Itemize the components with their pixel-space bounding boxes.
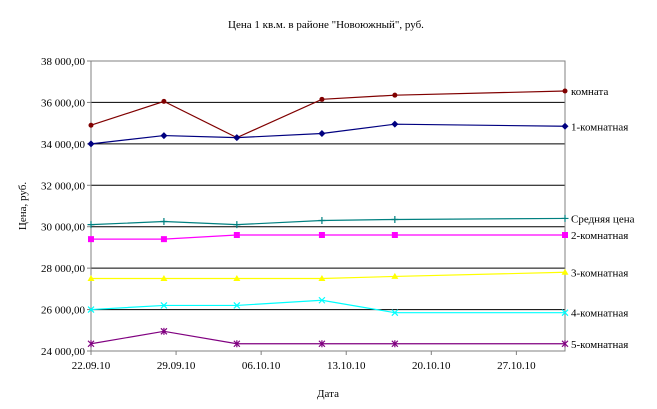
series-4	[88, 232, 568, 243]
series-line	[90, 217, 566, 226]
data-point	[233, 221, 241, 229]
data-point	[318, 232, 325, 238]
data-point	[161, 98, 167, 104]
data-point	[561, 268, 569, 275]
series-6	[87, 296, 569, 317]
data-point	[562, 88, 568, 94]
x-tick-label: 20.10.10	[412, 360, 451, 372]
y-axis-label: Цена, руб.	[17, 182, 29, 230]
series-3	[87, 214, 569, 229]
chart-title: Цена 1 кв.м. в районе "Новоюжный", руб.	[228, 19, 424, 31]
data-point	[391, 340, 399, 348]
grid	[91, 101, 565, 311]
series-line	[91, 271, 566, 280]
y-axis-ticks: 24 000,00 26 000,00 28 000,00 30 000,00 32 0…	[41, 56, 91, 358]
data-point	[391, 120, 399, 128]
x-tick-label: 13.10.10	[327, 360, 366, 372]
data-point	[562, 232, 568, 238]
data-point	[88, 236, 94, 243]
data-point	[561, 309, 569, 317]
legend-label: Средняя цена	[571, 213, 635, 225]
series-line	[90, 90, 566, 139]
y-tick-label: 26 000,00	[41, 305, 86, 317]
y-tick-label: 36 000,00	[41, 97, 86, 109]
data-point	[318, 217, 326, 224]
y-tick-label: 28 000,00	[41, 263, 86, 275]
data-point	[561, 340, 569, 348]
data-point	[318, 296, 326, 304]
data-point	[233, 340, 241, 348]
data-point	[319, 96, 325, 102]
series-line	[90, 123, 566, 145]
data-point	[160, 275, 168, 281]
data-point	[160, 218, 168, 226]
x-tick-label: 29.09.10	[157, 360, 196, 372]
data-point	[391, 309, 399, 317]
x-tick-label: 22.09.10	[72, 360, 111, 372]
x-axis-ticks: 22.09.10 29.09.10 06.10.10 13.10.10 20.10.10…	[72, 351, 536, 372]
x-tick-label: 06.10.10	[242, 360, 281, 372]
legend: комната 1-комнатная Средняя цена 2-комнатна…	[571, 86, 635, 351]
y-tick-label: 38 000,00	[41, 56, 86, 68]
data-point	[318, 130, 326, 137]
series-line	[90, 330, 565, 345]
data-point	[318, 340, 326, 348]
series-7	[87, 327, 569, 348]
y-tick-label: 24 000,00	[41, 346, 86, 358]
legend-label: 1-комнатная	[571, 121, 628, 133]
data-point	[87, 306, 95, 313]
data-point	[561, 214, 569, 222]
series-2	[87, 120, 569, 148]
data-point	[561, 122, 569, 130]
y-tick-label: 34 000,00	[41, 139, 86, 151]
data-point	[160, 236, 167, 243]
data-point	[318, 275, 326, 281]
data-point	[87, 340, 95, 348]
data-point	[233, 302, 241, 309]
data-point	[160, 302, 168, 309]
series-5	[87, 268, 569, 281]
data-point	[391, 232, 398, 238]
data-point	[88, 122, 94, 128]
data-point	[160, 327, 168, 335]
x-tick-label: 27.10.10	[497, 360, 536, 372]
legend-label: 4-комнатная	[571, 308, 628, 320]
legend-label: 5-комнатная	[571, 339, 628, 351]
data-point	[391, 215, 399, 223]
series-line	[90, 299, 565, 314]
data-point	[233, 134, 241, 142]
x-axis-label: Дата	[317, 388, 339, 400]
data-point	[392, 92, 398, 98]
y-tick-label: 32 000,00	[41, 180, 86, 192]
legend-label: 2-комнатная	[571, 230, 628, 242]
data-point	[233, 275, 241, 281]
data-point	[391, 272, 399, 279]
series-line	[91, 234, 565, 240]
legend-label: 3-комнатная	[571, 267, 628, 279]
data-point	[233, 232, 240, 238]
plot-area	[90, 60, 566, 352]
data-point	[87, 140, 95, 148]
data-point	[87, 275, 95, 281]
series-group	[87, 88, 569, 348]
legend-label: комната	[571, 86, 608, 98]
data-point	[87, 221, 95, 229]
y-tick-label: 30 000,00	[41, 222, 86, 234]
data-point	[160, 132, 168, 140]
